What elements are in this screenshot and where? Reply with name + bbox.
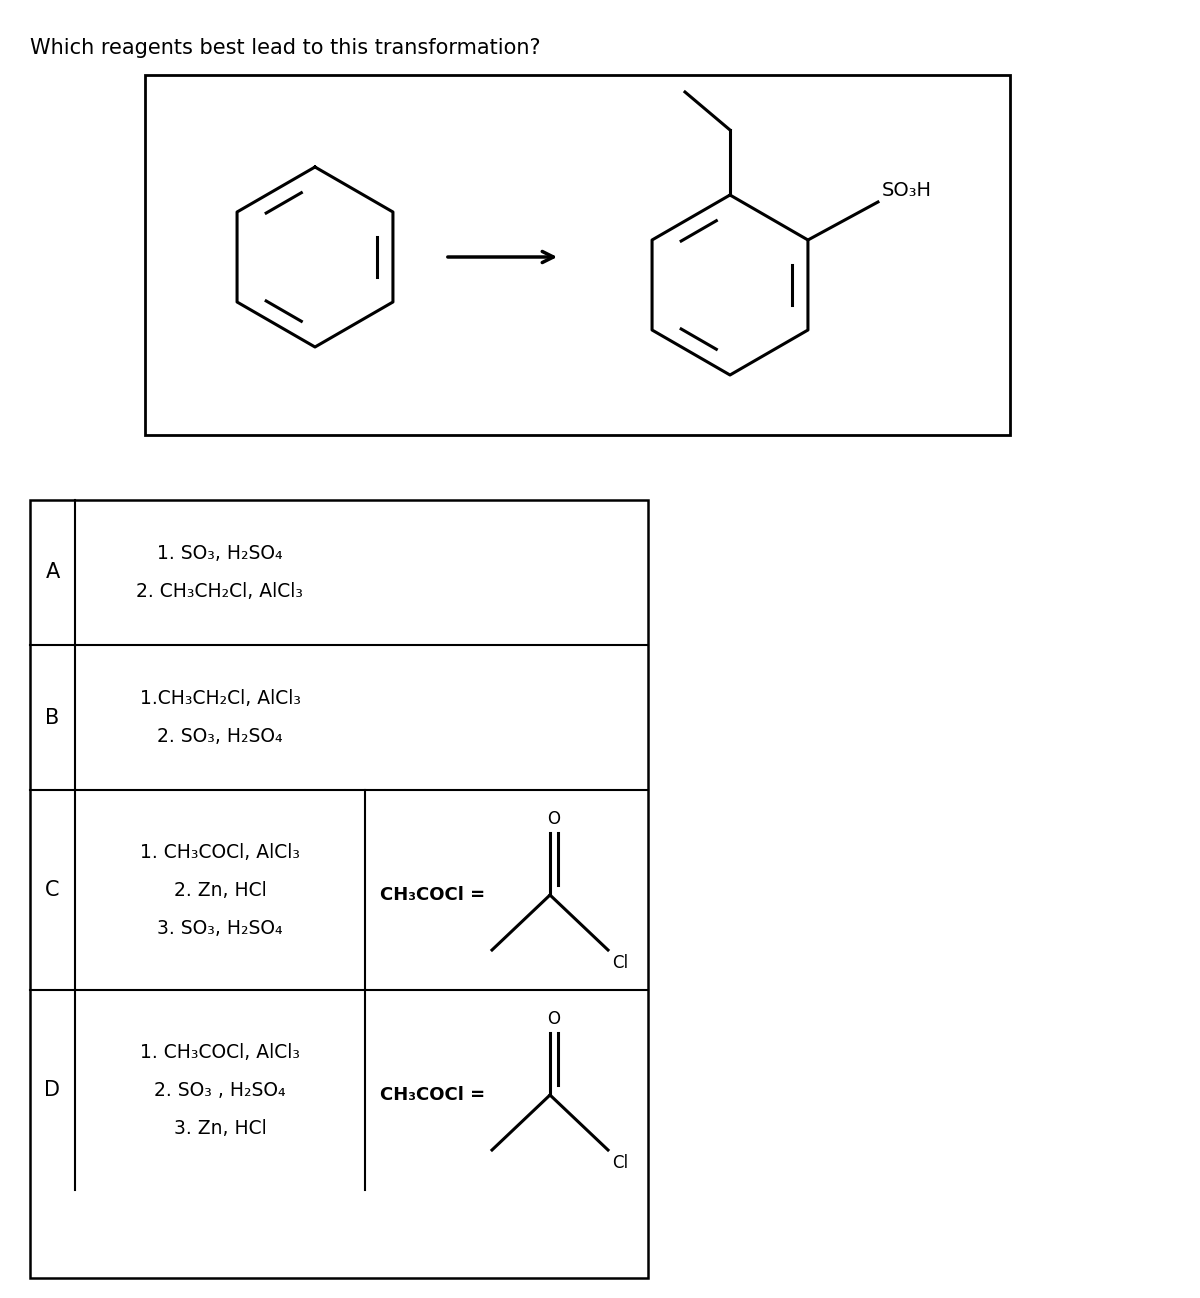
Text: O: O	[547, 810, 560, 828]
Text: CH₃COCl =: CH₃COCl =	[380, 1086, 485, 1105]
Text: 1.CH₃CH₂Cl, AlCl₃: 1.CH₃CH₂Cl, AlCl₃	[139, 689, 300, 707]
Text: C: C	[46, 880, 60, 900]
Text: O: O	[547, 1010, 560, 1028]
Text: 3. SO₃, H₂SO₄: 3. SO₃, H₂SO₄	[157, 919, 283, 937]
Text: 1. CH₃COCl, AlCl₃: 1. CH₃COCl, AlCl₃	[140, 842, 300, 862]
Bar	[30, 500, 648, 1279]
Text: B: B	[46, 707, 60, 727]
Text: 2. Zn, HCl: 2. Zn, HCl	[174, 880, 266, 900]
Text: SO₃H: SO₃H	[882, 180, 932, 200]
Text: 2. CH₃CH₂Cl, AlCl₃: 2. CH₃CH₂Cl, AlCl₃	[137, 582, 304, 601]
Text: CH₃COCl =: CH₃COCl =	[380, 887, 485, 903]
Text: 2. SO₃ , H₂SO₄: 2. SO₃ , H₂SO₄	[154, 1080, 286, 1099]
Text: Cl: Cl	[612, 954, 628, 972]
Text: 3. Zn, HCl: 3. Zn, HCl	[174, 1119, 266, 1137]
Text: A: A	[46, 562, 60, 583]
Bar	[145, 75, 1010, 435]
Text: D: D	[44, 1080, 60, 1099]
Text: 2. SO₃, H₂SO₄: 2. SO₃, H₂SO₄	[157, 727, 283, 746]
Text: 1. CH₃COCl, AlCl₃: 1. CH₃COCl, AlCl₃	[140, 1042, 300, 1062]
Text: Which reagents best lead to this transformation?: Which reagents best lead to this transfo…	[30, 38, 541, 58]
Text: 1. SO₃, H₂SO₄: 1. SO₃, H₂SO₄	[157, 544, 283, 563]
Text: Cl: Cl	[612, 1154, 628, 1172]
